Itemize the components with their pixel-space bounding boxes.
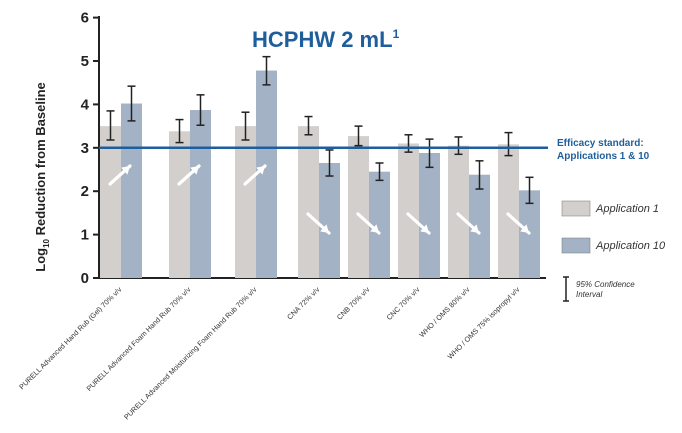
bar-application-1: [235, 126, 256, 278]
legend: Application 1 Application 10 95% Confide…: [561, 200, 666, 302]
legend-ci-icon: [563, 276, 569, 302]
legend-swatch-application-1: [561, 200, 591, 217]
error-bar: [454, 136, 463, 156]
y-tick-label: 5: [81, 53, 89, 70]
y-tick-label: 0: [81, 270, 89, 287]
error-bar: [127, 85, 136, 122]
error-bar: [241, 111, 250, 141]
error-bar: [375, 162, 384, 182]
bar-application-1: [398, 143, 419, 278]
error-bar: [504, 131, 513, 157]
y-axis-label-log: Log: [33, 248, 48, 272]
legend-label-application-10: Application 10: [595, 240, 666, 252]
error-bar: [304, 115, 313, 136]
arrow-up-icon: [108, 164, 132, 186]
error-bar: [404, 134, 413, 153]
y-tick-label: 4: [81, 96, 90, 113]
bar-application-10: [256, 70, 277, 278]
legend-label-application-1: Application 1: [595, 203, 659, 215]
arrow-down-icon: [456, 212, 481, 235]
x-tick-label: CNC 70% v/v: [385, 285, 422, 322]
error-bar: [196, 94, 205, 126]
bar-application-1: [169, 131, 190, 278]
legend-ci-label-line1: 95% Confidence: [576, 280, 635, 289]
error-bar: [475, 160, 484, 190]
y-tick-label: 1: [81, 227, 89, 244]
bar-application-10: [469, 174, 490, 278]
bar-application-1: [448, 145, 469, 278]
chart-title-superscript: 1: [393, 27, 400, 41]
y-axis-label: Log10 Reduction from Baseline: [33, 82, 51, 271]
error-bar: [175, 118, 184, 144]
x-tick-label: PURELL Advanced Moisturizing Foam Hand R…: [122, 285, 259, 422]
efficacy-label-line2: Applications 1 & 10: [557, 151, 650, 162]
arrow-down-icon: [306, 212, 331, 235]
arrow-down-icon: [356, 212, 381, 235]
chart-title-main: HCPHW 2 mL: [252, 27, 393, 52]
error-bar: [106, 110, 115, 141]
error-bar: [262, 55, 271, 86]
error-bar: [354, 125, 363, 147]
bar-application-10: [319, 162, 340, 278]
bar-application-1: [100, 126, 121, 278]
y-tick-label: 3: [81, 140, 89, 157]
arrow-down-icon: [506, 212, 531, 235]
x-tick-label: CNA 72% v/v: [285, 285, 322, 322]
bar-application-10: [190, 110, 211, 279]
x-tick-label: CNB 70% v/v: [335, 285, 372, 322]
bar-application-10: [369, 171, 390, 278]
error-bar: [325, 149, 334, 177]
bar-application-1: [348, 136, 369, 278]
legend-swatch-application-10: [561, 237, 591, 254]
bar-application-10: [121, 103, 142, 278]
arrow-down-icon: [406, 212, 431, 235]
y-axis-label-subscript: 10: [42, 238, 51, 247]
error-bar: [525, 176, 534, 205]
y-tick-label: 2: [81, 183, 89, 200]
arrow-up-icon: [177, 164, 201, 186]
bar-application-1: [298, 126, 319, 278]
arrow-up-icon: [243, 164, 267, 186]
y-tick-label: 6: [81, 10, 89, 27]
legend-ci-label-line2: Interval: [576, 290, 602, 299]
efficacy-label-line1: Efficacy standard:: [557, 138, 644, 149]
y-axis-label-rest: Reduction from Baseline: [33, 82, 48, 239]
chart-title: HCPHW 2 mL1: [252, 27, 400, 52]
bar-application-10: [419, 153, 440, 278]
error-bar: [425, 138, 434, 169]
bar-application-1: [498, 144, 519, 278]
x-tick-label: WHO / OMS 80% v/v: [417, 285, 471, 339]
